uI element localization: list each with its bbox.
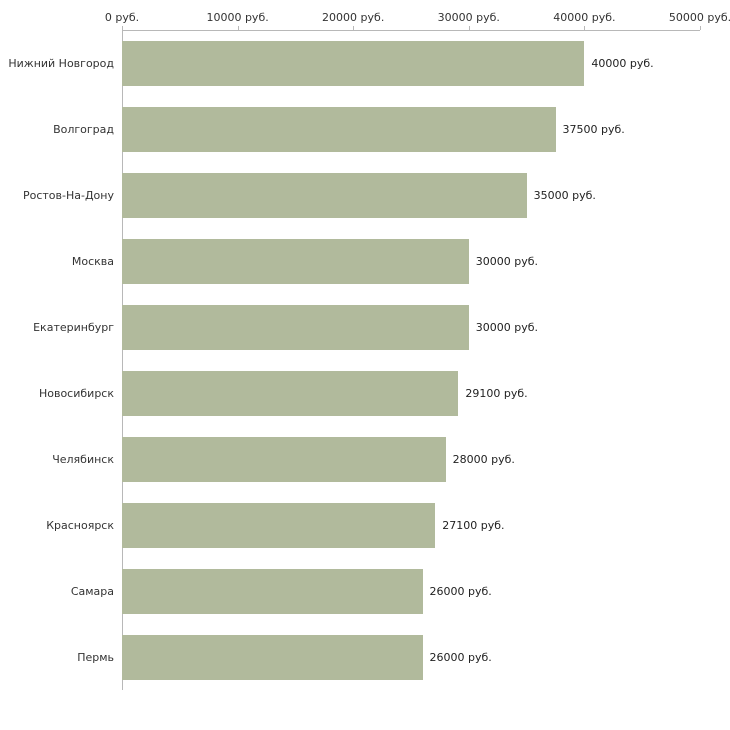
chart-row: Красноярск 27100 руб. [0,492,730,558]
chart-row: Ростов-На-Дону 35000 руб. [0,162,730,228]
category-label: Красноярск [46,518,114,532]
x-tick-mark [584,26,586,30]
bar [122,634,423,680]
chart-row: Нижний Новгород 40000 руб. [0,30,730,96]
x-tick-label: 20000 руб. [322,11,385,24]
value-label: 29100 руб. [465,386,528,400]
x-tick-mark [353,26,355,30]
value-label: 30000 руб. [475,254,539,268]
value-label: 40000 руб. [591,56,654,70]
category-label: Челябинск [52,452,114,466]
value-label: 26000 руб. [429,650,492,664]
value-label: 26000 руб. [429,584,492,598]
x-tick-label: 50000 руб. [668,11,730,24]
chart-row: Волгоград 37500 руб. [0,96,730,162]
value-label: 27100 руб. [442,518,505,532]
chart-row: Пермь 26000 руб. [0,624,730,690]
category-label: Новосибирск [38,386,114,400]
bar [122,436,446,482]
bar [122,106,556,152]
x-tick-label: 10000 руб. [206,11,269,24]
bar [122,238,469,284]
x-tick-label: 30000 руб. [437,11,500,24]
chart-row: Екатеринбург 30000 руб. [0,294,730,360]
chart-row: Челябинск 28000 руб. [0,426,730,492]
value-label: 30000 руб. [475,320,539,334]
x-tick-mark [700,26,701,30]
category-label: Волгоград [53,122,114,136]
chart-row: Москва 30000 руб. [0,228,730,294]
bar [122,304,469,350]
category-label: Пермь [77,650,114,664]
bar [122,172,527,218]
x-tick-mark [122,26,123,30]
category-label: Ростов-На-Дону [22,188,114,202]
bar [122,568,423,614]
category-label: Нижний Новгород [8,56,114,70]
chart-row: Самара 26000 руб. [0,558,730,624]
category-label: Екатеринбург [33,320,114,334]
x-tick-label: 0 руб. [104,11,140,24]
chart-row: Новосибирск 29100 руб. [0,360,730,426]
value-label: 28000 руб. [452,452,515,466]
category-label: Самара [70,584,114,598]
x-tick-label: 40000 руб. [553,11,616,24]
x-tick-mark [468,26,470,30]
bar [122,370,459,416]
category-label: Москва [71,254,114,268]
value-label: 37500 руб. [562,122,625,136]
value-label: 35000 руб. [533,188,596,202]
bar [122,502,436,548]
x-tick-mark [237,26,239,30]
bar [122,40,585,86]
